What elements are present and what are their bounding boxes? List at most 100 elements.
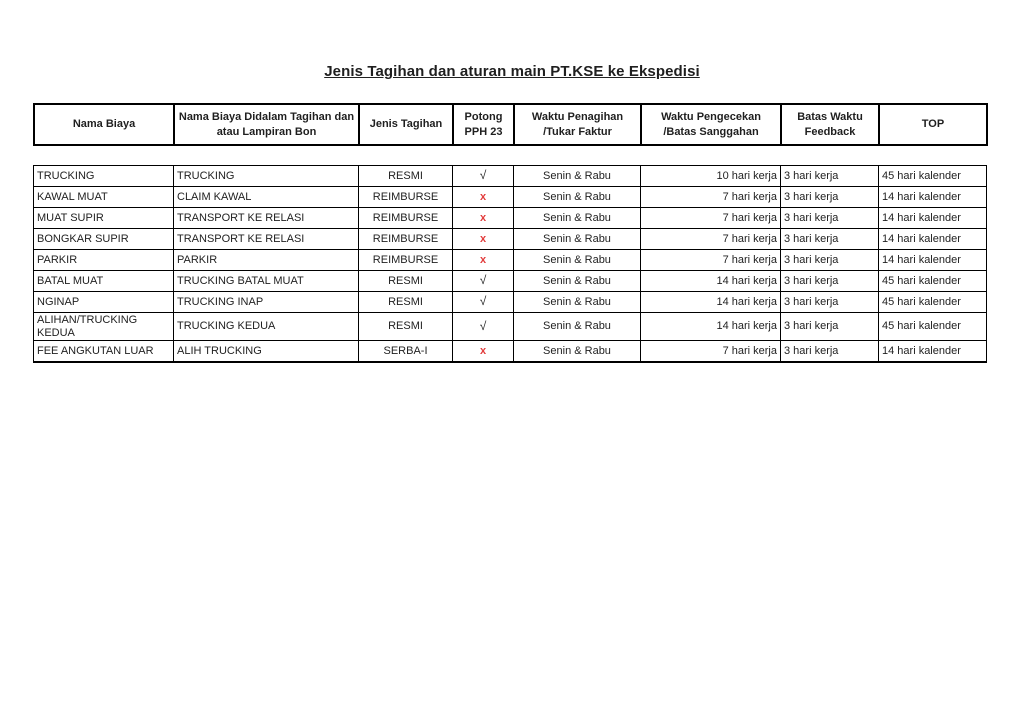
cell-top: 45 hari kalender (878, 291, 987, 313)
check-mark-icon: √ (479, 273, 487, 288)
cell-jenis-tagihan: REIMBURSE (358, 249, 453, 271)
cell-potong-pph23: x (452, 186, 514, 208)
cell-waktu-penagihan: Senin & Rabu (513, 311, 641, 342)
col-header-batas-feedback: Batas Waktu Feedback (780, 103, 880, 146)
cell-top: 14 hari kalender (878, 207, 987, 229)
cell-nama-tagihan: CLAIM KAWAL (173, 186, 359, 208)
check-mark-icon: √ (479, 294, 487, 309)
cell-waktu-pengecekan: 7 hari kerja (640, 186, 781, 208)
cell-waktu-penagihan: Senin & Rabu (513, 186, 641, 208)
cell-potong-pph23: √ (452, 165, 514, 187)
cell-waktu-pengecekan: 14 hari kerja (640, 291, 781, 313)
check-mark-icon: √ (479, 318, 487, 333)
cell-jenis-tagihan: RESMI (358, 311, 453, 342)
cell-batas-feedback: 3 hari kerja (780, 165, 879, 187)
cell-waktu-pengecekan: 14 hari kerja (640, 270, 781, 292)
cell-waktu-penagihan: Senin & Rabu (513, 291, 641, 313)
cell-potong-pph23: x (452, 207, 514, 229)
col-header-waktu-penagihan: Waktu Penagihan /Tukar Faktur (513, 103, 642, 146)
col-header-nama-tagihan: Nama Biaya Didalam Tagihan dan atau Lamp… (173, 103, 360, 146)
cell-waktu-pengecekan: 7 hari kerja (640, 207, 781, 229)
body-table: TRUCKING TRUCKING RESMI √ Senin & Rabu 10 har… (33, 165, 987, 363)
cell-jenis-tagihan: REIMBURSE (358, 186, 453, 208)
cross-mark-icon: x (479, 190, 487, 203)
page-title: Jenis Tagihan dan aturan main PT.KSE ke … (324, 63, 700, 80)
cell-nama-tagihan: ALIH TRUCKING (173, 340, 359, 363)
cell-top: 14 hari kalender (878, 340, 987, 363)
table-row: KAWAL MUAT CLAIM KAWAL REIMBURSE x Senin & R… (33, 186, 987, 208)
cell-top: 14 hari kalender (878, 249, 987, 271)
cell-nama-biaya: BONGKAR SUPIR (33, 228, 174, 250)
cell-nama-biaya: FEE ANGKUTAN LUAR (33, 340, 174, 363)
cell-waktu-penagihan: Senin & Rabu (513, 207, 641, 229)
header-table: Nama Biaya Nama Biaya Didalam Tagihan da… (33, 103, 988, 146)
col-header-jenis-tagihan: Jenis Tagihan (358, 103, 454, 146)
cell-potong-pph23: x (452, 249, 514, 271)
cell-batas-feedback: 3 hari kerja (780, 270, 879, 292)
cell-jenis-tagihan: SERBA-I (358, 340, 453, 363)
cell-jenis-tagihan: RESMI (358, 165, 453, 187)
cell-batas-feedback: 3 hari kerja (780, 291, 879, 313)
cell-nama-biaya: PARKIR (33, 249, 174, 271)
cell-waktu-pengecekan: 7 hari kerja (640, 228, 781, 250)
cell-potong-pph23: √ (452, 311, 514, 342)
cell-batas-feedback: 3 hari kerja (780, 311, 879, 342)
cell-nama-biaya: NGINAP (33, 291, 174, 313)
cell-batas-feedback: 3 hari kerja (780, 228, 879, 250)
cell-waktu-pengecekan: 10 hari kerja (640, 165, 781, 187)
col-header-waktu-pengecekan: Waktu Pengecekan /Batas Sanggahan (640, 103, 782, 146)
cell-jenis-tagihan: RESMI (358, 270, 453, 292)
cell-potong-pph23: x (452, 340, 514, 363)
cell-nama-biaya: KAWAL MUAT (33, 186, 174, 208)
cell-top: 45 hari kalender (878, 311, 987, 342)
cell-potong-pph23: √ (452, 291, 514, 313)
table-row: ALIHAN/TRUCKING KEDUA TRUCKING KEDUA RESMI… (33, 311, 987, 342)
cross-mark-icon: x (479, 211, 487, 224)
col-header-potong-pph23: Potong PPH 23 (452, 103, 515, 146)
table-row: PARKIR PARKIR REIMBURSE x Senin & Rabu 7 hari… (33, 249, 987, 271)
cell-potong-pph23: x (452, 228, 514, 250)
check-mark-icon: √ (479, 168, 487, 183)
cell-top: 14 hari kalender (878, 186, 987, 208)
cross-mark-icon: x (479, 232, 487, 245)
cell-nama-biaya: ALIHAN/TRUCKING KEDUA (33, 311, 174, 342)
cross-mark-icon: x (479, 344, 487, 357)
table-row: NGINAP TRUCKING INAP RESMI √ Senin & Rabu 14 … (33, 291, 987, 313)
cell-nama-biaya: TRUCKING (33, 165, 174, 187)
table-row: TRUCKING TRUCKING RESMI √ Senin & Rabu 10 har… (33, 165, 987, 187)
cell-waktu-penagihan: Senin & Rabu (513, 340, 641, 363)
cell-nama-biaya: BATAL MUAT (33, 270, 174, 292)
cross-mark-icon: x (479, 253, 487, 266)
cell-waktu-penagihan: Senin & Rabu (513, 249, 641, 271)
cell-nama-tagihan: TRANSPORT KE RELASI (173, 228, 359, 250)
cell-batas-feedback: 3 hari kerja (780, 207, 879, 229)
cell-waktu-penagihan: Senin & Rabu (513, 165, 641, 187)
table-row: BONGKAR SUPIR TRANSPORT KE RELASI REIMBURS… (33, 228, 987, 250)
cell-nama-tagihan: TRUCKING BATAL MUAT (173, 270, 359, 292)
cell-nama-tagihan: TRANSPORT KE RELASI (173, 207, 359, 229)
cell-top: 45 hari kalender (878, 270, 987, 292)
cell-batas-feedback: 3 hari kerja (780, 249, 879, 271)
cell-waktu-pengecekan: 7 hari kerja (640, 249, 781, 271)
cell-waktu-penagihan: Senin & Rabu (513, 228, 641, 250)
table-row: BATAL MUAT TRUCKING BATAL MUAT RESMI √ Senin… (33, 270, 987, 292)
cell-potong-pph23: √ (452, 270, 514, 292)
cell-jenis-tagihan: RESMI (358, 291, 453, 313)
col-header-nama-biaya: Nama Biaya (33, 103, 175, 146)
cell-nama-tagihan: TRUCKING (173, 165, 359, 187)
cell-top: 14 hari kalender (878, 228, 987, 250)
cell-batas-feedback: 3 hari kerja (780, 340, 879, 363)
cell-batas-feedback: 3 hari kerja (780, 186, 879, 208)
cell-nama-tagihan: TRUCKING INAP (173, 291, 359, 313)
table-row: MUAT SUPIR TRANSPORT KE RELASI REIMBURSE x S… (33, 207, 987, 229)
cell-top: 45 hari kalender (878, 165, 987, 187)
cell-jenis-tagihan: REIMBURSE (358, 207, 453, 229)
col-header-top: TOP (878, 103, 988, 146)
header-row: Nama Biaya Nama Biaya Didalam Tagihan da… (33, 103, 988, 146)
cell-nama-tagihan: TRUCKING KEDUA (173, 311, 359, 342)
table-row: FEE ANGKUTAN LUAR ALIH TRUCKING SERBA-I x Se… (33, 340, 987, 363)
cell-nama-tagihan: PARKIR (173, 249, 359, 271)
cell-jenis-tagihan: REIMBURSE (358, 228, 453, 250)
cell-waktu-pengecekan: 7 hari kerja (640, 340, 781, 363)
cell-waktu-pengecekan: 14 hari kerja (640, 311, 781, 342)
